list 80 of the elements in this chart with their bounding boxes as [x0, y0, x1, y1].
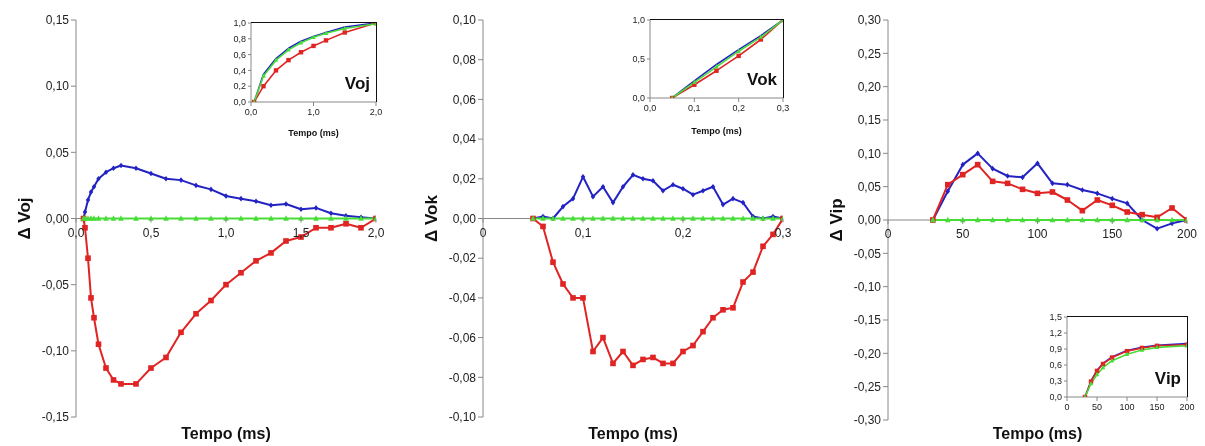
y-tick-label: 1,0: [632, 15, 645, 26]
x-tick-label: 150: [1102, 227, 1123, 241]
y-tick-label: -0,20: [853, 346, 882, 361]
y-tick-label: -0,05: [41, 277, 70, 292]
x-tick-label: 0,3: [776, 103, 790, 113]
x-tick-label: 0,0: [244, 107, 258, 117]
x-tick-label: 50: [956, 227, 970, 241]
text: Vok: [747, 70, 777, 90]
x-tick-label: 0: [479, 225, 487, 240]
y-tick-label: 1,0: [233, 18, 246, 29]
y-tick-label: 0,3: [1049, 376, 1062, 387]
x-tick-label: 50: [1091, 402, 1103, 412]
y-tick-label: -0,04: [448, 291, 477, 306]
x-tick-label: 150: [1149, 402, 1165, 412]
x-tick-label: 0,0: [643, 103, 657, 113]
y-tick-label: 0,06: [452, 92, 477, 107]
y-tick-label: 0,00: [45, 211, 70, 226]
y-tick-label: 0,15: [857, 113, 882, 128]
x-tick-label: 0,1: [688, 103, 701, 113]
y-tick-label: -0,15: [41, 410, 70, 425]
x-tick-label: 1,0: [307, 107, 320, 117]
x-tick-label: 0,5: [142, 225, 160, 240]
y-tick-label: 0,04: [452, 132, 477, 147]
x-axis-title: Tempo (ms): [288, 128, 339, 138]
y-tick-label: 0,10: [45, 79, 70, 94]
x-tick-label: 0: [1064, 402, 1070, 412]
x-axis-title: Tempo (ms): [691, 126, 742, 136]
y-tick-label: 0,30: [857, 13, 882, 28]
x-tick-label: 2,0: [369, 107, 383, 117]
x-axis-title: Tempo (ms): [588, 425, 678, 442]
y-tick-label: 0,05: [45, 145, 70, 160]
y-tick-label: -0,10: [448, 410, 477, 425]
y-tick-label: -0,02: [448, 251, 477, 266]
y-tick-label: -0,08: [448, 370, 477, 385]
y-tick-label: -0,15: [853, 313, 882, 328]
y-tick-label: -0,05: [853, 246, 882, 261]
x-tick-label: 200: [1176, 227, 1198, 241]
y-tick-label: 0,00: [452, 211, 477, 226]
y-tick-label: -0,30: [853, 413, 882, 428]
y-tick-label: 0,4: [233, 65, 246, 76]
text: Voj: [344, 74, 370, 94]
x-tick-label: 100: [1027, 227, 1048, 241]
text: Vip: [1154, 369, 1181, 389]
y-axis-title: Δ Voj: [14, 197, 34, 240]
y-axis-title: Δ Vok: [421, 194, 441, 242]
x-axis-title: Tempo (ms): [181, 425, 271, 442]
y-tick-label: -0,25: [853, 379, 882, 394]
y-tick-label: 0,08: [452, 52, 477, 67]
x-tick-label: 0,1: [574, 225, 592, 240]
y-tick-label: -0,10: [853, 279, 882, 294]
y-tick-label: 0,02: [452, 172, 477, 187]
y-tick-label: 0,8: [233, 33, 246, 44]
x-tick-label: 200: [1179, 402, 1195, 412]
y-tick-label: 0,05: [857, 179, 882, 194]
x-tick-label: 2,0: [367, 225, 385, 240]
y-tick-label: 0,00: [857, 213, 882, 228]
y-tick-label: 0,9: [1049, 344, 1062, 355]
y-tick-label: -0,06: [448, 330, 477, 345]
x-tick-label: 0,0: [67, 225, 85, 240]
y-tick-label: 0,10: [857, 146, 882, 161]
y-tick-label: 0,25: [857, 46, 882, 61]
y-tick-label: 0,6: [1049, 360, 1062, 371]
x-axis-title: Tempo (ms): [992, 425, 1083, 442]
y-tick-label: 0,0: [1049, 392, 1062, 403]
y-tick-label: -0,10: [41, 344, 70, 359]
x-tick-label: 100: [1119, 402, 1135, 412]
y-tick-label: 1,2: [1049, 328, 1062, 339]
y-tick-label: 0,5: [632, 54, 645, 65]
y-tick-label: 1,5: [1049, 312, 1062, 323]
y-axis-title: Δ Vip: [826, 198, 846, 242]
x-tick-label: 0: [884, 227, 892, 241]
y-tick-label: 0,6: [233, 49, 246, 60]
y-tick-label: 0,2: [233, 81, 246, 92]
y-tick-label: 0,0: [632, 93, 645, 104]
y-tick-label: 0,20: [857, 79, 882, 94]
x-tick-label: 1,0: [217, 225, 235, 240]
y-tick-label: 0,15: [45, 13, 70, 28]
x-tick-label: 0,2: [674, 225, 692, 240]
y-tick-label: 0,10: [452, 13, 477, 28]
x-tick-label: 0,2: [732, 103, 745, 113]
